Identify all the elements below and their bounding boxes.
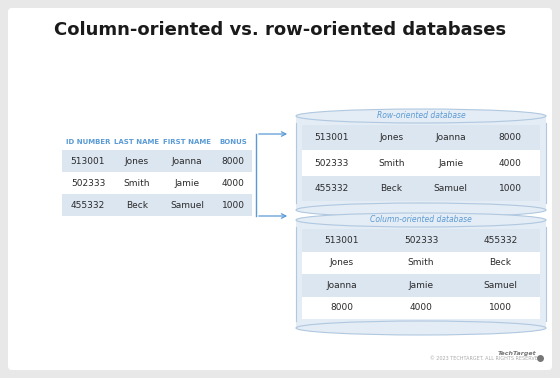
Text: Smith: Smith xyxy=(408,258,434,267)
Text: Samuel: Samuel xyxy=(434,184,468,193)
FancyBboxPatch shape xyxy=(62,172,252,194)
FancyBboxPatch shape xyxy=(62,150,252,172)
Text: 8000: 8000 xyxy=(222,156,245,166)
Text: Samuel: Samuel xyxy=(170,200,204,209)
Text: 4000: 4000 xyxy=(499,158,522,167)
Text: 513001: 513001 xyxy=(315,133,349,142)
Text: 8000: 8000 xyxy=(330,303,353,312)
Text: Joanna: Joanna xyxy=(436,133,466,142)
Text: 502333: 502333 xyxy=(71,178,105,187)
Ellipse shape xyxy=(296,203,546,217)
FancyBboxPatch shape xyxy=(296,220,546,328)
Text: 455332: 455332 xyxy=(483,236,517,245)
Text: 1000: 1000 xyxy=(489,303,512,312)
Text: 1000: 1000 xyxy=(222,200,245,209)
Text: Smith: Smith xyxy=(378,158,404,167)
Text: ID NUMBER: ID NUMBER xyxy=(66,139,110,145)
FancyBboxPatch shape xyxy=(302,296,540,319)
Text: BONUS: BONUS xyxy=(219,139,247,145)
Text: 455332: 455332 xyxy=(71,200,105,209)
Ellipse shape xyxy=(296,321,546,335)
FancyBboxPatch shape xyxy=(302,251,540,274)
Text: LAST NAME: LAST NAME xyxy=(114,139,160,145)
Text: Jones: Jones xyxy=(125,156,149,166)
Text: Jamie: Jamie xyxy=(438,158,463,167)
Text: Beck: Beck xyxy=(489,258,511,267)
Text: 8000: 8000 xyxy=(499,133,522,142)
Text: 502333: 502333 xyxy=(404,236,438,245)
Text: TechTarget: TechTarget xyxy=(497,352,536,356)
Text: 1000: 1000 xyxy=(499,184,522,193)
FancyBboxPatch shape xyxy=(296,116,546,210)
Text: Jones: Jones xyxy=(330,258,354,267)
Text: 4000: 4000 xyxy=(222,178,244,187)
Text: Smith: Smith xyxy=(124,178,150,187)
Text: 513001: 513001 xyxy=(324,236,359,245)
FancyBboxPatch shape xyxy=(302,274,540,296)
Text: 455332: 455332 xyxy=(315,184,349,193)
FancyBboxPatch shape xyxy=(302,150,540,176)
FancyBboxPatch shape xyxy=(62,194,252,216)
Text: Joanna: Joanna xyxy=(326,281,357,290)
Text: Jamie: Jamie xyxy=(408,281,433,290)
Text: Beck: Beck xyxy=(126,200,148,209)
Text: Row-oriented database: Row-oriented database xyxy=(377,112,465,121)
Text: Jones: Jones xyxy=(379,133,403,142)
Text: Joanna: Joanna xyxy=(172,156,202,166)
FancyBboxPatch shape xyxy=(8,8,552,370)
Text: Column-oriented vs. row-oriented databases: Column-oriented vs. row-oriented databas… xyxy=(54,21,506,39)
Text: Column-oriented database: Column-oriented database xyxy=(370,215,472,225)
FancyBboxPatch shape xyxy=(302,125,540,150)
FancyBboxPatch shape xyxy=(302,176,540,201)
FancyBboxPatch shape xyxy=(302,229,540,251)
Text: Beck: Beck xyxy=(380,184,402,193)
Text: 502333: 502333 xyxy=(315,158,349,167)
Text: 513001: 513001 xyxy=(71,156,105,166)
Ellipse shape xyxy=(296,213,546,227)
Text: © 2023 TECHTARGET. ALL RIGHTS RESERVED.: © 2023 TECHTARGET. ALL RIGHTS RESERVED. xyxy=(430,355,543,361)
Text: FIRST NAME: FIRST NAME xyxy=(163,139,211,145)
Text: Jamie: Jamie xyxy=(174,178,199,187)
Text: 4000: 4000 xyxy=(409,303,432,312)
Text: Samuel: Samuel xyxy=(483,281,517,290)
Ellipse shape xyxy=(296,109,546,123)
